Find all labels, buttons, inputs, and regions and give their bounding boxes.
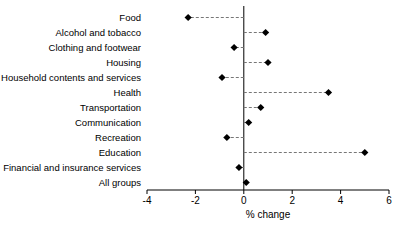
category-label: Alcohol and tobacco — [55, 27, 141, 38]
dot-marker — [231, 44, 238, 51]
x-tick-label: 4 — [338, 195, 344, 206]
category-label: Communication — [75, 117, 141, 128]
category-label: Education — [99, 147, 141, 158]
x-tick-label: 2 — [289, 195, 295, 206]
category-label: Household contents and services — [1, 72, 141, 83]
dot-marker — [264, 59, 271, 66]
chart-svg: -4 -2 0 2 4 6 % change Food Alcohol and tobacco C… — [0, 0, 397, 227]
x-axis-label: % change — [246, 209, 291, 220]
dot-marker — [218, 74, 225, 81]
x-tick-label: -2 — [191, 195, 200, 206]
category-label: All groups — [99, 177, 141, 188]
x-tick-label: 6 — [386, 195, 392, 206]
category-label: Transportation — [80, 102, 141, 113]
leader-line — [244, 92, 329, 93]
category-label: Food — [119, 12, 141, 23]
category-label: Housing — [106, 57, 141, 68]
x-tick-label: -4 — [143, 195, 152, 206]
x-tick-label: 0 — [241, 195, 247, 206]
x-tick — [389, 190, 390, 194]
dot-marker — [243, 179, 250, 186]
x-tick — [195, 190, 196, 194]
leader-line — [188, 17, 244, 18]
dot-marker — [235, 164, 242, 171]
dot-marker — [361, 149, 368, 156]
category-label: Financial and insurance services — [3, 162, 141, 173]
zero-line — [243, 6, 244, 190]
dot-marker — [223, 134, 230, 141]
category-label: Clothing and footwear — [49, 42, 141, 53]
x-tick — [147, 190, 148, 194]
category-label: Health — [114, 87, 141, 98]
x-tick — [292, 190, 293, 194]
x-tick — [243, 190, 244, 194]
x-tick — [340, 190, 341, 194]
marks — [185, 14, 369, 186]
dot-marker — [325, 89, 332, 96]
leader-line — [244, 152, 365, 153]
dot-marker — [257, 104, 264, 111]
dot-marker — [185, 14, 192, 21]
chart-container: -4 -2 0 2 4 6 % change Food Alcohol and tobacco C… — [0, 0, 397, 227]
x-axis-line — [147, 190, 389, 191]
dot-marker — [262, 29, 269, 36]
dot-marker — [245, 119, 252, 126]
leader-line — [244, 62, 268, 63]
category-label: Recreation — [95, 132, 141, 143]
